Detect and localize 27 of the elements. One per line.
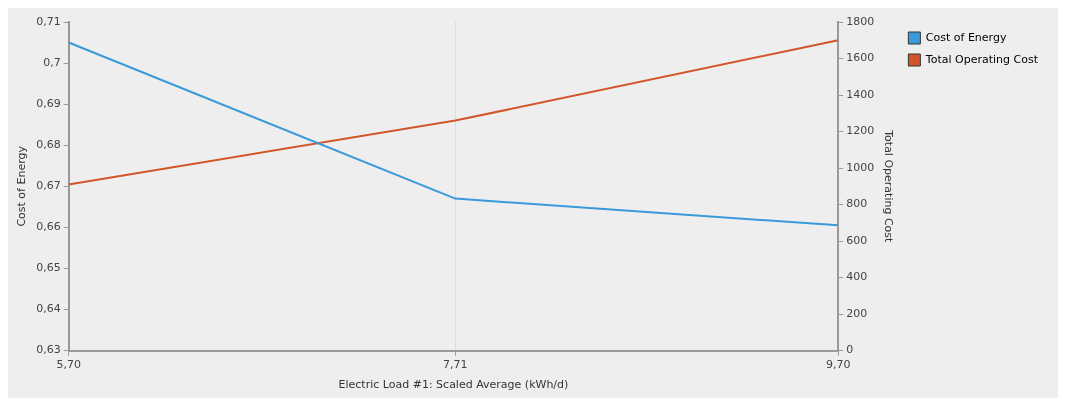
- y2-tick-label: 200: [846, 306, 868, 320]
- y-tick-label: 0,71: [36, 14, 61, 28]
- y2-tick-label: 1600: [846, 51, 875, 65]
- x-axis-title: Electric Load #1: Scaled Average (kWh/d): [338, 378, 569, 392]
- y2-tick-label: 1800: [846, 14, 875, 28]
- y-tick-label: 0,63: [36, 343, 61, 357]
- legend-label: Total Operating Cost: [924, 52, 1039, 66]
- x-tick-label: 7,71: [443, 358, 468, 372]
- y2-tick-label: 1000: [846, 160, 875, 174]
- y2-axis-title: Total Operating Cost: [881, 129, 895, 244]
- y-tick-label: 0,66: [36, 220, 61, 234]
- x-tick-label: 5,70: [56, 358, 81, 372]
- y-tick-label: 0,65: [36, 261, 61, 275]
- y2-tick-label: 0: [846, 343, 854, 357]
- y-axis-title: Cost of Energy: [15, 145, 29, 227]
- y2-tick-label: 400: [846, 270, 868, 284]
- y-tick-label: 0,67: [36, 179, 61, 193]
- y-tick-label: 0,69: [36, 97, 61, 111]
- y-tick-label: 0,64: [36, 302, 61, 316]
- y2-tick-label: 800: [846, 197, 868, 211]
- legend-label: Cost of Energy: [925, 30, 1007, 44]
- y2-tick-label: 1400: [846, 87, 875, 101]
- y2-tick-label: 600: [846, 233, 868, 247]
- y-tick-label: 0,7: [43, 55, 61, 69]
- x-tick-label: 9,70: [825, 358, 851, 372]
- y-tick-label: 0,68: [36, 138, 61, 152]
- y2-tick-label: 1200: [846, 124, 875, 138]
